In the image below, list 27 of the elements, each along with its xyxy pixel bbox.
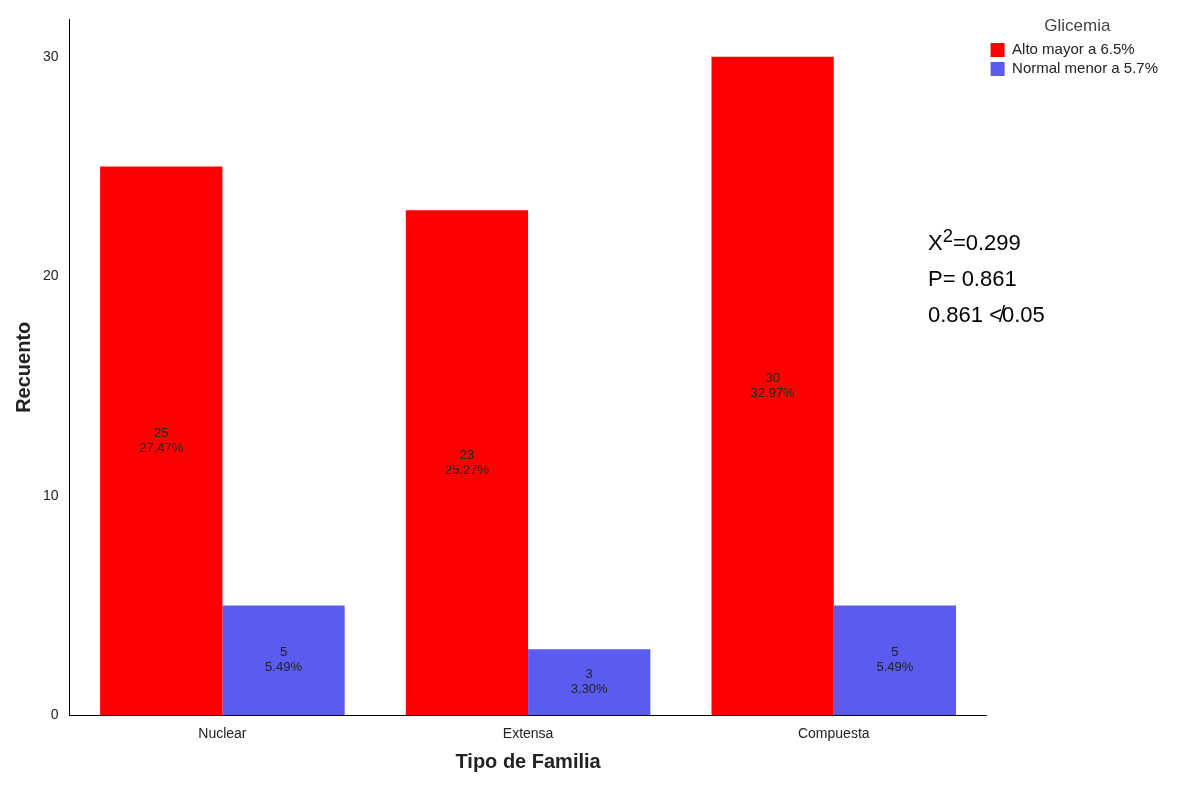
annotation: X$^{2}$=0.299 [928, 224, 1022, 258]
bar [711, 56, 834, 716]
data-label: 3 3.30% [570, 666, 609, 697]
data-label: 23 25.27% [444, 446, 490, 477]
legend-label: Normal menor a 5.7% [1012, 59, 1159, 77]
x-tick-label: Compuesta [797, 725, 870, 742]
y-axis-title: Recuento [11, 321, 34, 413]
y-tick-label: 30 [42, 47, 59, 64]
annotation: 0.861 ≮0.05 [928, 301, 1045, 330]
data-label: 5 5.49% [265, 644, 303, 675]
data-label: 30 32.97% [750, 370, 796, 401]
y-tick-label: 10 [42, 486, 59, 503]
legend-title: Glicemia [1044, 16, 1111, 36]
x-tick-label: Extensa [502, 725, 554, 742]
x-tick-label: Nuclear [198, 725, 247, 742]
bar [528, 649, 651, 716]
bar [222, 605, 345, 716]
data-label: 25 27.47% [139, 424, 184, 455]
data-label: 5 5.49% [876, 644, 914, 675]
x-axis-title: Tipo de Familia [455, 749, 602, 772]
y-tick-label: 20 [42, 267, 59, 284]
annotation: P= 0.861 [928, 265, 1018, 294]
bar [405, 210, 529, 716]
bar [100, 166, 223, 716]
legend-label: Alto mayor a 6.5% [1012, 40, 1135, 58]
bar [833, 605, 957, 716]
y-tick-label: 0 [50, 706, 59, 723]
